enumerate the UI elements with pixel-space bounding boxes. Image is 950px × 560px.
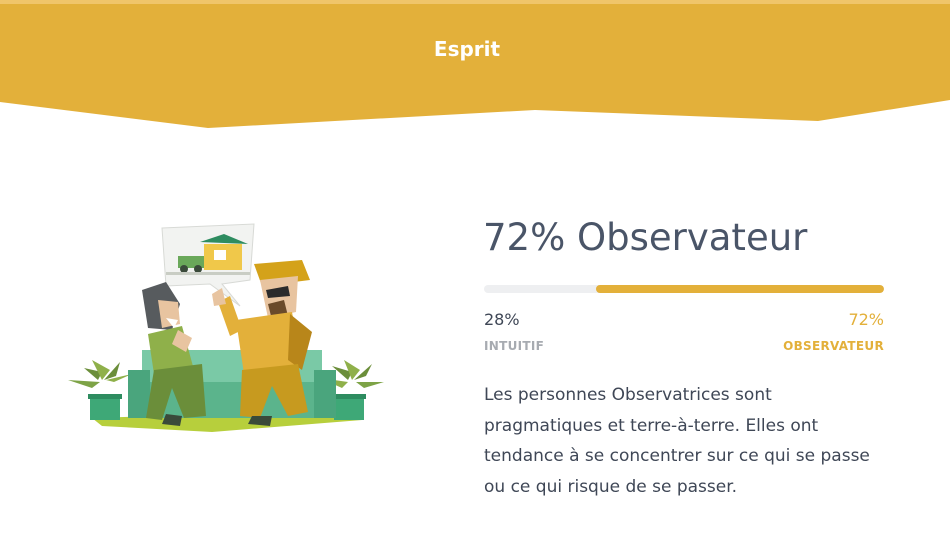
header-banner: Esprit bbox=[0, 0, 950, 130]
trait-title: 72% Observateur bbox=[483, 216, 808, 259]
left-plant-icon bbox=[68, 360, 132, 420]
section-title: Esprit bbox=[433, 37, 501, 61]
trait-progress-bar bbox=[484, 285, 884, 293]
trait-progress-fill bbox=[596, 285, 884, 293]
woman-figure-icon bbox=[142, 282, 206, 426]
intuitive-percent: 28% bbox=[484, 310, 520, 329]
trait-description: Les personnes Observatrices sont pragmat… bbox=[484, 385, 870, 497]
people-discussing-illustration bbox=[62, 220, 392, 440]
man-figure-icon bbox=[212, 260, 312, 426]
observant-label: OBSERVATEUR bbox=[783, 339, 884, 353]
speech-bubble-icon bbox=[161, 223, 255, 307]
intuitive-label: INTUITIF bbox=[484, 339, 545, 353]
observant-percent: 72% bbox=[848, 310, 884, 329]
header-background bbox=[0, 0, 950, 128]
